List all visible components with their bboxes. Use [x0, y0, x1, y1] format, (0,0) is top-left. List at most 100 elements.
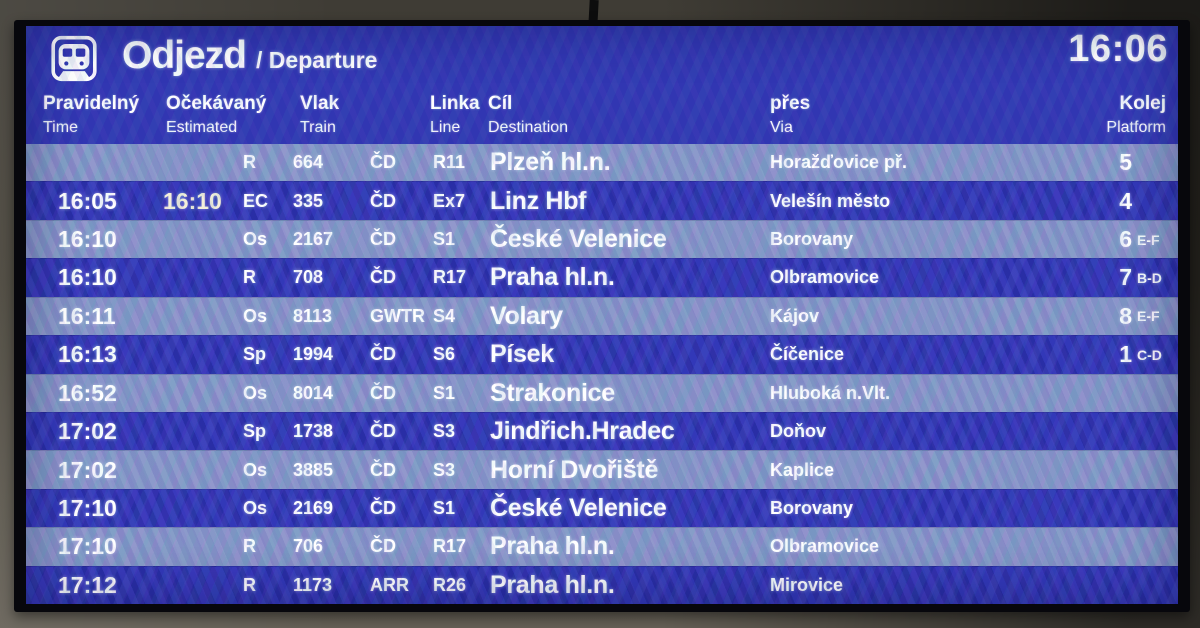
train-type: R: [243, 267, 256, 288]
board-title-english: / Departure: [256, 47, 378, 73]
board-title-czech: Odjezd: [122, 34, 247, 77]
carrier-code: ČD: [370, 344, 396, 365]
header-estimated-czech: Očekávaný: [166, 93, 267, 114]
via-station: Velešín město: [770, 190, 891, 211]
via-station: Borovany: [770, 229, 854, 250]
header-line-czech: Linka: [430, 93, 480, 114]
platform-number: 6: [1119, 226, 1132, 253]
train-number: 1994: [293, 344, 334, 365]
train-icon: [51, 35, 97, 82]
line-code: S3: [433, 421, 456, 442]
estimated-time: 16:10: [163, 187, 222, 214]
header-via-czech: přes: [770, 93, 811, 114]
header-via: přes Via: [770, 93, 810, 137]
carrier-code: ARR: [370, 574, 409, 595]
carrier-code: ČD: [370, 459, 396, 480]
departure-row: 16:11 Os 8113 GWTR S4 Volary Kájov 8 E-F: [26, 296, 1178, 336]
via-station: Doňov: [770, 421, 826, 442]
via-station: Olbramovice: [770, 267, 880, 288]
current-time-clock: 16:06: [1068, 28, 1168, 70]
via-station: Mirovice: [770, 574, 844, 595]
carrier-code: ČD: [370, 498, 396, 518]
scheduled-time: 17:10: [58, 533, 117, 560]
carrier-code: ČD: [370, 229, 396, 250]
train-type: Sp: [243, 344, 267, 365]
header-via-english: Via: [770, 119, 793, 136]
line-code: R17: [433, 536, 467, 557]
train-number: 3885: [293, 459, 334, 480]
train-type: R: [243, 152, 256, 173]
carrier-code: ČD: [370, 421, 396, 442]
platform-cell: 7 B-D: [1066, 259, 1170, 296]
via-station: Kaplice: [770, 459, 835, 480]
line-code: Ex7: [433, 190, 466, 211]
header-time-czech: Pravidelný: [43, 93, 140, 114]
header-train-czech: Vlak: [300, 93, 340, 114]
departure-row: 16:10 R 708 ČD R17 Praha hl.n. Olbramovi…: [26, 258, 1178, 297]
destination-name: Plzeň hl.n.: [490, 148, 611, 177]
departure-row: 16:10 Os 2167 ČD S1 České Velenice Borov…: [26, 219, 1178, 259]
departure-row: 16:13 Sp 1994 ČD S6 Písek Číčenice 1 C-D: [26, 335, 1178, 374]
header-destination-czech: Cíl: [488, 93, 513, 114]
platform-number: 7: [1119, 264, 1132, 291]
line-code: S1: [433, 229, 456, 250]
header-train-english: Train: [300, 119, 336, 136]
departure-row: 17:12 R 1173 ARR R26 Praha hl.n. Mirovic…: [26, 565, 1178, 604]
scheduled-time: 16:10: [58, 264, 117, 291]
train-type: Sp: [243, 421, 267, 442]
scheduled-time: 17:12: [58, 571, 117, 598]
platform-cell: 1 C-D: [1066, 336, 1170, 373]
carrier-code: ČD: [370, 190, 396, 211]
header-line: Linka Line: [430, 93, 480, 137]
platform-sector: C-D: [1137, 346, 1162, 363]
line-code: R26: [433, 574, 467, 595]
line-code: R11: [433, 152, 466, 173]
departure-row: 17:02 Sp 1738 ČD S3 Jindřich.Hradec Doňo…: [26, 411, 1178, 451]
train-number: 2167: [293, 229, 334, 250]
line-code: S4: [433, 305, 456, 326]
header-platform-english: Platform: [1106, 119, 1166, 136]
departure-row: R 664 ČD R11 Plzeň hl.n. Horažďovice př.…: [26, 144, 1178, 182]
platform-cell: [1066, 375, 1170, 412]
train-type: Os: [243, 305, 268, 326]
departure-row: 17:10 R 706 ČD R17 Praha hl.n. Olbramovi…: [26, 527, 1178, 566]
train-number: 664: [293, 152, 324, 173]
scheduled-time: 16:13: [58, 341, 117, 368]
platform-number: 4: [1119, 187, 1132, 214]
header-line-english: Line: [430, 119, 461, 136]
platform-cell: [1066, 413, 1170, 450]
scheduled-time: 16:52: [58, 379, 117, 406]
train-type: R: [243, 574, 256, 595]
train-type: Os: [243, 382, 268, 403]
platform-sector: E-F: [1137, 231, 1160, 248]
platform-number: 8: [1119, 302, 1132, 329]
line-code: S1: [433, 498, 456, 518]
platform-cell: 4: [1066, 182, 1170, 219]
title-bar: Odjezd / Departure 16:06: [26, 26, 1178, 88]
scheduled-time: 17:10: [58, 495, 117, 521]
train-type: R: [243, 536, 256, 557]
via-station: Číčenice: [770, 344, 845, 365]
platform-cell: [1066, 490, 1170, 527]
header-estimated: Očekávaný Estimated: [166, 93, 266, 137]
train-type: Os: [243, 498, 268, 518]
header-destination: Cíl Destination: [488, 93, 568, 137]
departure-row: 17:02 Os 3885 ČD S3 Horní Dvořiště Kapli…: [26, 450, 1178, 489]
destination-name: Praha hl.n.: [490, 532, 615, 561]
destination-name: České Velenice: [490, 494, 667, 522]
header-time-english: Time: [43, 119, 78, 136]
carrier-code: ČD: [370, 152, 396, 173]
header-estimated-english: Estimated: [166, 119, 238, 136]
platform-cell: [1066, 528, 1170, 565]
platform-cell: [1066, 567, 1170, 604]
train-number: 2169: [293, 498, 334, 518]
departure-row: 16:52 Os 8014 ČD S1 Strakonice Hluboká n…: [26, 373, 1178, 412]
via-station: Hluboká n.Vlt.: [770, 382, 891, 403]
column-headers: Pravidelný Time Očekávaný Estimated Vlak…: [26, 88, 1178, 144]
page-title: Odjezd / Departure: [122, 34, 377, 78]
destination-name: Volary: [490, 301, 563, 330]
destination-name: Linz Hbf: [490, 186, 587, 215]
header-time: Pravidelný Time: [43, 93, 139, 137]
via-station: Horažďovice př.: [770, 152, 907, 173]
header-destination-english: Destination: [488, 119, 569, 136]
